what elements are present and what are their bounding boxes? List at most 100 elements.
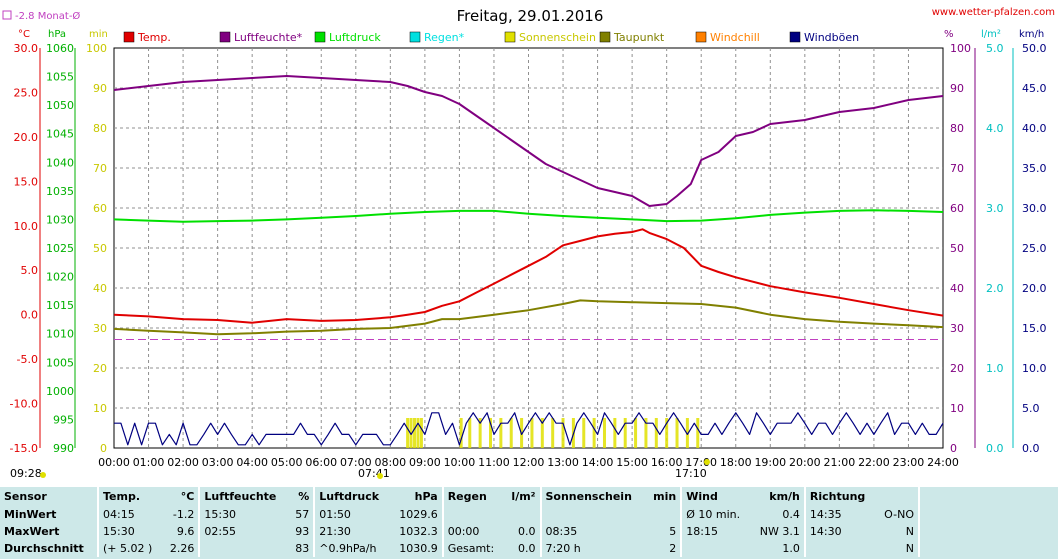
x-tick-label: 02:00 [167,456,199,469]
sunshine-bar [459,418,463,448]
rain-tick-label: 3.0 [986,202,1004,215]
temp-tick-label: 20.0 [14,131,39,144]
legend-label: Regen* [424,31,465,44]
temp-min: -1.2 [172,508,195,521]
pressure-tick-label: 1040 [46,156,74,169]
legend-label: Taupunkt [613,31,665,44]
pressure-header: Luftdruck [313,487,391,506]
pressure-tick-label: 1025 [46,242,74,255]
legend-swatch [789,31,801,43]
series-temp [113,228,944,324]
sun-header: Sonnenschein [539,487,646,506]
sunshine-bar [509,418,513,448]
sunshine-bar [644,418,648,448]
sunshine-bar [406,418,410,448]
sunshine-bar [665,418,669,448]
sunshine-bar [478,418,482,448]
wind-tick-label: 50.0 [1022,42,1047,55]
temp-tick-label: 25.0 [14,86,39,99]
direction-avg: N [905,542,914,555]
rain-tick-label: 4.0 [986,122,1004,135]
sunshine-bar [592,418,596,448]
x-tick-label: 09:00 [409,456,441,469]
pressure-tick-label: 1005 [46,356,74,369]
pressure-tick-label: 1045 [46,128,74,141]
time-markers: 07:41 17:10 09:28 [10,459,710,480]
sunshine-bar [409,418,413,448]
legend-label: Temp. [137,31,171,44]
grid [114,48,943,448]
percent-tick-label: 80 [950,122,964,135]
sun-avg: 2 [669,542,677,555]
temp-max: 9.6 [176,525,195,538]
x-tick-label: 03:00 [202,456,234,469]
wind-tick-label: 40.0 [1022,122,1047,135]
minutes-tick-label: 90 [93,82,107,95]
legend: Temp. Luftfeuchte* Luftdruck Regen* Sonnensc… [123,31,859,44]
series-luftfeuchte [113,75,944,207]
minutes-tick-label: 100 [86,42,107,55]
minutes-tick-label: 0 [100,442,107,455]
pressure-tick-label: 1050 [46,99,74,112]
sun-unit: min [653,490,677,503]
temp-min-time: 04:15 [97,506,163,523]
x-tick-label: 19:00 [754,456,786,469]
row-label: Durchschnitt [4,542,84,555]
stats-max-row: MaxWert 15:30 9.6 02:55 93 21:30 1032.3 … [0,523,1058,540]
minutes-tick-label: 50 [93,242,107,255]
x-tick-label: 23:00 [893,456,925,469]
x-tick-label: 11:00 [478,456,510,469]
sunshine-bar [561,418,565,448]
wind-min: 0.4 [782,508,800,521]
sun-max-time: 08:35 [539,523,646,540]
series-layer [113,75,944,448]
pressure-min-time: 01:50 [313,506,391,523]
direction-max: N [905,525,914,538]
percent-tick-label: 90 [950,82,964,95]
temp-avg: 2.26 [169,542,195,555]
pressure-tick-label: 1015 [46,299,74,312]
wind-tick-label: 0.0 [1022,442,1040,455]
x-tick-label: 18:00 [720,456,752,469]
rain-max-time: 00:00 [441,523,504,540]
direction-min-time: 14:35 [803,506,876,523]
unit-percent: % [944,29,954,40]
stats-min-row: MinWert 04:15 -1.2 15:30 57 01:50 1029.6… [0,506,1058,523]
humidity-min-time: 15:30 [198,506,289,523]
minutes-tick-label: 60 [93,202,107,215]
rain-max: 0.0 [518,525,536,538]
minutes-tick-label: 20 [93,362,107,375]
temp-tick-label: -15.0 [10,442,38,455]
sunshine-bar [654,418,658,448]
x-tick-label: 22:00 [858,456,890,469]
legend-swatch [123,31,135,43]
wind-tick-label: 5.0 [1022,402,1040,415]
x-tick-label: 00:00 [98,456,130,469]
site-link[interactable]: www.wetter-pfalzen.com [932,7,1055,18]
legend-swatch [314,31,326,43]
rain-tick-label: 5.0 [986,42,1004,55]
rain-tick-label: 1.0 [986,362,1004,375]
sunshine-bar [696,418,700,448]
temp-tick-label: 10.0 [14,220,39,233]
sunshine-bar [582,418,586,448]
pressure-tick-label: 1055 [46,71,74,84]
stats-panel: Sensor Temp. °C Luftfeuchte % Luftdruck … [0,487,1058,559]
unit-pressure: hPa [48,29,66,40]
percent-tick-label: 40 [950,282,964,295]
x-tick-label: 06:00 [305,456,337,469]
pressure-unit: hPa [414,490,438,503]
temp-avg-extra: (+ 5.02 ) [97,540,163,557]
series-luftdruck [113,209,944,223]
minutes-tick-label: 10 [93,402,107,415]
rain-tick-label: 0.0 [986,442,1004,455]
sunshine-bar [634,418,638,448]
axes: 00:00 01:00 02:00 03:00 04:00 05:00 06:00 07:00… [10,42,1047,469]
temp-tick-label: 0.0 [21,309,39,322]
humidity-min: 57 [295,508,310,521]
temp-tick-label: 5.0 [21,264,39,277]
sunshine-bar [540,418,544,448]
x-tick-label: 05:00 [271,456,303,469]
direction-header: Richtung [803,487,876,506]
legend-label: Windböen [804,31,859,44]
